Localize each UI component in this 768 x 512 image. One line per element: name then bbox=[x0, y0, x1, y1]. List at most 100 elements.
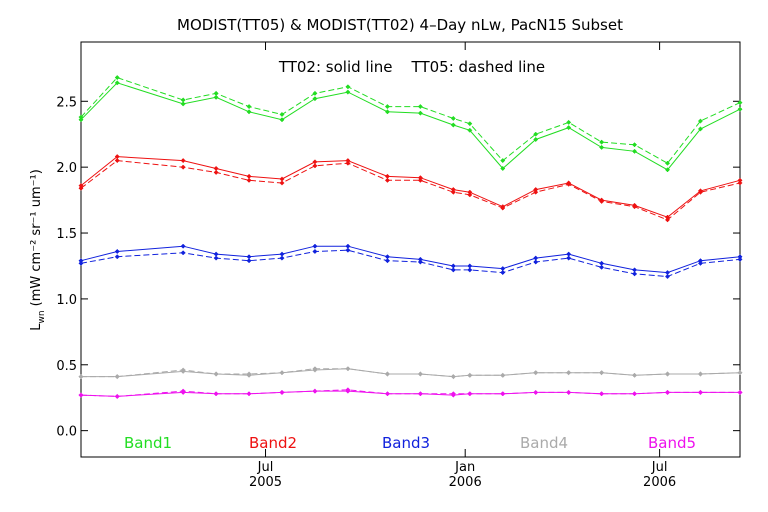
point-band4-dashed bbox=[213, 371, 219, 377]
point-band1-dashed bbox=[114, 75, 120, 81]
y-tick-label: 1.5 bbox=[56, 227, 77, 242]
point-band1-solid bbox=[180, 101, 186, 107]
point-band3-dashed bbox=[180, 250, 186, 256]
point-band1-dashed bbox=[417, 104, 423, 110]
point-band3-dashed bbox=[279, 255, 285, 261]
point-band3-dashed bbox=[246, 258, 252, 264]
point-band4-dashed bbox=[345, 366, 351, 372]
point-band5-dashed bbox=[664, 389, 671, 395]
point-band4-dashed bbox=[566, 370, 572, 376]
point-band1-solid bbox=[213, 94, 219, 100]
point-band1-solid bbox=[500, 165, 506, 172]
point-band3-solid bbox=[312, 243, 318, 249]
point-band1-dashed bbox=[467, 121, 473, 127]
point-band2-dashed bbox=[180, 164, 186, 170]
point-band5-dashed bbox=[632, 391, 638, 397]
point-band1-dashed bbox=[632, 142, 638, 148]
point-band1-solid bbox=[114, 80, 120, 86]
point-band5-dashed bbox=[180, 388, 186, 394]
point-band3-dashed bbox=[450, 267, 456, 273]
point-band3-dashed bbox=[500, 270, 506, 276]
point-band5-dashed bbox=[114, 393, 120, 399]
point-band1-solid bbox=[450, 122, 456, 128]
point-band4-dashed bbox=[78, 374, 84, 380]
point-band1-dashed bbox=[599, 139, 605, 145]
legend-item-band4: Band4 bbox=[520, 434, 568, 452]
point-band2-dashed bbox=[384, 177, 390, 183]
point-band1-dashed bbox=[664, 160, 671, 166]
point-band3-solid bbox=[114, 248, 120, 255]
point-band5-dashed bbox=[213, 391, 219, 397]
point-band3-dashed bbox=[533, 259, 539, 265]
point-band2-dashed bbox=[345, 160, 351, 166]
point-band1-dashed bbox=[180, 97, 186, 103]
point-band2-dashed bbox=[78, 185, 84, 191]
point-band2-dashed bbox=[417, 177, 423, 183]
point-band1-solid bbox=[664, 167, 671, 173]
point-band1-solid bbox=[279, 117, 285, 123]
point-band5-dashed bbox=[279, 389, 285, 395]
point-band3-solid bbox=[180, 243, 186, 249]
point-band1-dashed bbox=[566, 119, 572, 125]
legend-item-band2: Band2 bbox=[249, 434, 297, 452]
point-band5-dashed bbox=[533, 389, 539, 395]
point-band5-dashed bbox=[737, 389, 743, 395]
y-tick-label: 0.0 bbox=[56, 425, 77, 440]
point-band1-dashed bbox=[312, 90, 318, 96]
y-tick-label: 2.0 bbox=[56, 161, 77, 176]
x-tick-label-year: 2005 bbox=[249, 475, 282, 490]
point-band4-dashed bbox=[384, 371, 390, 377]
point-band4-dashed bbox=[599, 370, 605, 376]
point-band3-dashed bbox=[566, 255, 572, 261]
point-band4-dashed bbox=[533, 370, 539, 376]
point-band1-solid bbox=[467, 127, 473, 133]
point-band1-solid bbox=[533, 136, 539, 143]
point-band5-dashed bbox=[312, 388, 318, 394]
point-band5-dashed bbox=[500, 391, 506, 397]
point-band3-dashed bbox=[345, 247, 351, 253]
point-band4-dashed bbox=[246, 371, 252, 377]
point-band4-dashed bbox=[450, 374, 456, 380]
plot-frame bbox=[80, 41, 741, 458]
svg-text:Lwn (mW cm⁻² sr⁻¹ um⁻¹): Lwn (mW cm⁻² sr⁻¹ um⁻¹) bbox=[29, 169, 47, 331]
point-band2-dashed bbox=[566, 181, 572, 187]
point-band1-dashed bbox=[450, 115, 456, 121]
point-band3-dashed bbox=[697, 260, 704, 266]
point-band1-solid bbox=[632, 148, 638, 154]
point-band1-solid bbox=[384, 109, 390, 115]
y-tick-label: 2.5 bbox=[56, 95, 77, 110]
x-tick-label-month: Jul bbox=[257, 460, 274, 475]
point-band1-solid bbox=[737, 106, 743, 112]
series-band1-dashed-line bbox=[80, 77, 741, 164]
point-band5-dashed bbox=[450, 391, 456, 397]
chart-annotation: TT02: solid line TT05: dashed line bbox=[278, 58, 545, 76]
point-band1-solid bbox=[78, 117, 84, 123]
point-band5-dashed bbox=[384, 391, 390, 397]
point-band4-dashed bbox=[180, 367, 186, 373]
point-band4-dashed bbox=[632, 372, 638, 378]
point-band2-dashed bbox=[697, 189, 704, 195]
point-band3-dashed bbox=[467, 267, 473, 273]
point-band2-dashed bbox=[312, 163, 318, 169]
point-band1-solid bbox=[345, 89, 351, 95]
point-band3-dashed bbox=[632, 271, 638, 277]
point-band2-dashed bbox=[213, 169, 219, 175]
point-band2-dashed bbox=[632, 204, 638, 210]
y-axis-label-units: (mW cm⁻² sr⁻¹ um⁻¹) bbox=[29, 169, 44, 306]
point-band1-dashed bbox=[737, 100, 743, 106]
point-band2-dashed bbox=[737, 180, 743, 186]
point-band1-solid bbox=[599, 144, 605, 150]
chart-title: MODIST(TT05) & MODIST(TT02) 4–Day nLw, P… bbox=[177, 16, 623, 34]
point-band4-dashed bbox=[697, 371, 704, 377]
point-band2-dashed bbox=[114, 158, 120, 164]
point-band1-solid bbox=[697, 126, 704, 132]
point-band1-dashed bbox=[533, 131, 539, 137]
point-band2-dashed bbox=[664, 217, 671, 223]
legend-item-band1: Band1 bbox=[124, 434, 172, 452]
point-band2-dashed bbox=[533, 189, 539, 195]
point-band2-dashed bbox=[450, 189, 456, 195]
series-band2-solid-line bbox=[80, 156, 741, 218]
point-band2-dashed bbox=[279, 180, 285, 186]
point-band2-dashed bbox=[500, 205, 506, 211]
